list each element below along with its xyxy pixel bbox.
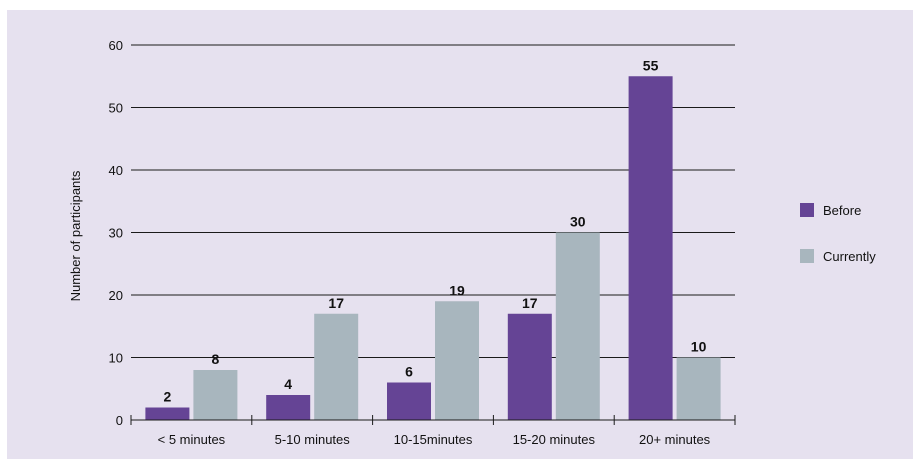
bar-before bbox=[628, 76, 673, 420]
data-label: 17 bbox=[522, 295, 538, 311]
legend: Before Currently bbox=[800, 203, 876, 264]
legend-label: Before bbox=[823, 203, 861, 218]
y-axis-title: Number of participants bbox=[68, 170, 83, 301]
data-label: 17 bbox=[328, 295, 344, 311]
bars bbox=[145, 76, 721, 420]
legend-swatch-currently bbox=[800, 249, 814, 263]
data-label: 8 bbox=[212, 351, 220, 367]
bar-currently bbox=[193, 370, 238, 420]
y-axis-ticks: 0 10 20 30 40 50 60 bbox=[109, 38, 123, 428]
gridlines bbox=[131, 44, 735, 358]
bar-before bbox=[507, 313, 552, 420]
bar-before bbox=[387, 382, 431, 420]
bar-currently bbox=[435, 301, 479, 420]
data-label: 55 bbox=[643, 57, 659, 73]
x-tick-label: 20+ minutes bbox=[639, 432, 711, 447]
y-tick-label: 60 bbox=[109, 38, 123, 53]
x-tick-label: 10-15minutes bbox=[394, 432, 473, 447]
data-label: 4 bbox=[284, 376, 292, 392]
bar-currently bbox=[314, 313, 359, 420]
legend-swatch-before bbox=[800, 203, 814, 217]
legend-label: Currently bbox=[823, 249, 876, 264]
y-tick-label: 20 bbox=[109, 288, 123, 303]
y-tick-label: 40 bbox=[109, 163, 123, 178]
data-label: 6 bbox=[405, 364, 413, 380]
x-tick-label: < 5 minutes bbox=[158, 432, 226, 447]
x-axis: < 5 minutes 5-10 minutes 10-15minutes 15-20… bbox=[130, 415, 736, 447]
x-tick-label: 15-20 minutes bbox=[513, 432, 596, 447]
data-label: 10 bbox=[691, 339, 707, 355]
y-tick-label: 10 bbox=[109, 351, 123, 366]
y-tick-label: 50 bbox=[109, 101, 123, 116]
bar-before bbox=[145, 407, 190, 420]
data-label: 30 bbox=[570, 214, 586, 230]
bar-before bbox=[266, 395, 311, 420]
y-tick-label: 0 bbox=[116, 413, 123, 428]
y-tick-label: 30 bbox=[109, 226, 123, 241]
data-labels: 2 4 6 17 55 8 17 19 30 10 bbox=[164, 57, 707, 404]
data-label: 2 bbox=[164, 389, 172, 405]
bar-currently bbox=[676, 357, 721, 420]
x-tick-label: 5-10 minutes bbox=[275, 432, 351, 447]
data-label: 19 bbox=[449, 282, 465, 298]
bar-currently bbox=[555, 232, 600, 420]
